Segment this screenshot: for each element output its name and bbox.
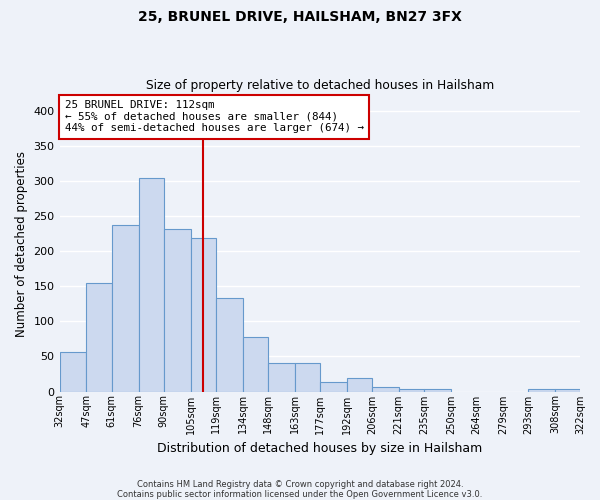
Bar [320,382,347,392]
Bar [555,390,580,392]
Bar [139,178,164,392]
Bar [372,386,399,392]
Bar [424,390,451,392]
Text: 25, BRUNEL DRIVE, HAILSHAM, BN27 3FX: 25, BRUNEL DRIVE, HAILSHAM, BN27 3FX [138,10,462,24]
X-axis label: Distribution of detached houses by size in Hailsham: Distribution of detached houses by size … [157,442,482,455]
Bar [347,378,372,392]
Bar [59,352,86,392]
Bar [191,238,215,392]
Bar [164,229,191,392]
Bar [268,364,295,392]
Bar [112,225,139,392]
Text: Contains HM Land Registry data © Crown copyright and database right 2024.: Contains HM Land Registry data © Crown c… [137,480,463,489]
Text: Contains public sector information licensed under the Open Government Licence v3: Contains public sector information licen… [118,490,482,499]
Bar [295,363,320,392]
Bar [528,390,555,392]
Text: 25 BRUNEL DRIVE: 112sqm
← 55% of detached houses are smaller (844)
44% of semi-d: 25 BRUNEL DRIVE: 112sqm ← 55% of detache… [65,100,364,134]
Bar [215,298,242,392]
Bar [399,390,424,392]
Bar [86,283,112,392]
Title: Size of property relative to detached houses in Hailsham: Size of property relative to detached ho… [146,79,494,92]
Y-axis label: Number of detached properties: Number of detached properties [15,152,28,338]
Bar [242,337,268,392]
